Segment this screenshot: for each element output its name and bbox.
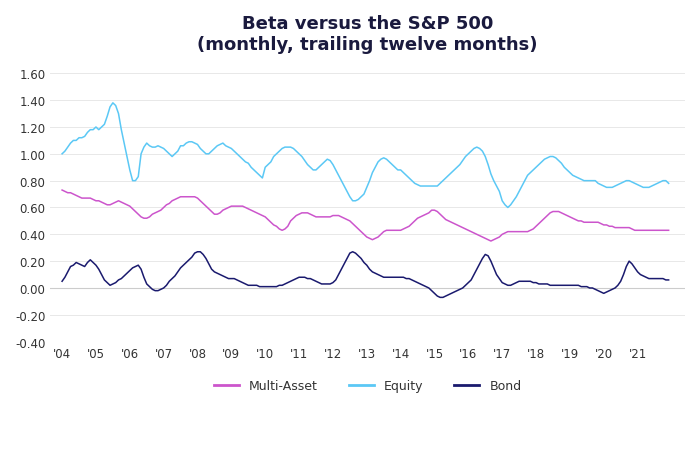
Bond: [529, 280, 538, 286]
Equity: [503, 205, 512, 211]
Multi-Asset: [486, 239, 495, 244]
Line: Multi-Asset: Multi-Asset: [62, 191, 668, 242]
Bond: [196, 249, 204, 255]
Multi-Asset: [526, 228, 535, 233]
Bond: [193, 249, 202, 255]
Title: Beta versus the S&P 500
(monthly, trailing twelve months): Beta versus the S&P 500 (monthly, traili…: [197, 15, 538, 54]
Equity: [213, 144, 221, 149]
Bond: [436, 295, 445, 300]
Bond: [405, 276, 413, 282]
Multi-Asset: [210, 212, 218, 217]
Equity: [58, 152, 66, 157]
Legend: Multi-Asset, Equity, Bond: Multi-Asset, Equity, Bond: [209, 374, 526, 398]
Line: Equity: Equity: [62, 104, 668, 208]
Bond: [58, 279, 66, 284]
Bond: [410, 279, 419, 284]
Bond: [577, 284, 585, 290]
Bond: [213, 271, 221, 276]
Equity: [529, 168, 538, 173]
Equity: [196, 147, 204, 152]
Equity: [410, 181, 419, 187]
Multi-Asset: [402, 225, 410, 231]
Multi-Asset: [574, 219, 582, 224]
Multi-Asset: [193, 196, 202, 202]
Line: Bond: Bond: [62, 252, 668, 298]
Bond: [664, 278, 673, 283]
Multi-Asset: [58, 188, 66, 193]
Multi-Asset: [407, 222, 416, 227]
Multi-Asset: [664, 228, 673, 233]
Equity: [664, 181, 673, 187]
Equity: [108, 101, 117, 106]
Equity: [405, 176, 413, 181]
Equity: [577, 177, 585, 182]
